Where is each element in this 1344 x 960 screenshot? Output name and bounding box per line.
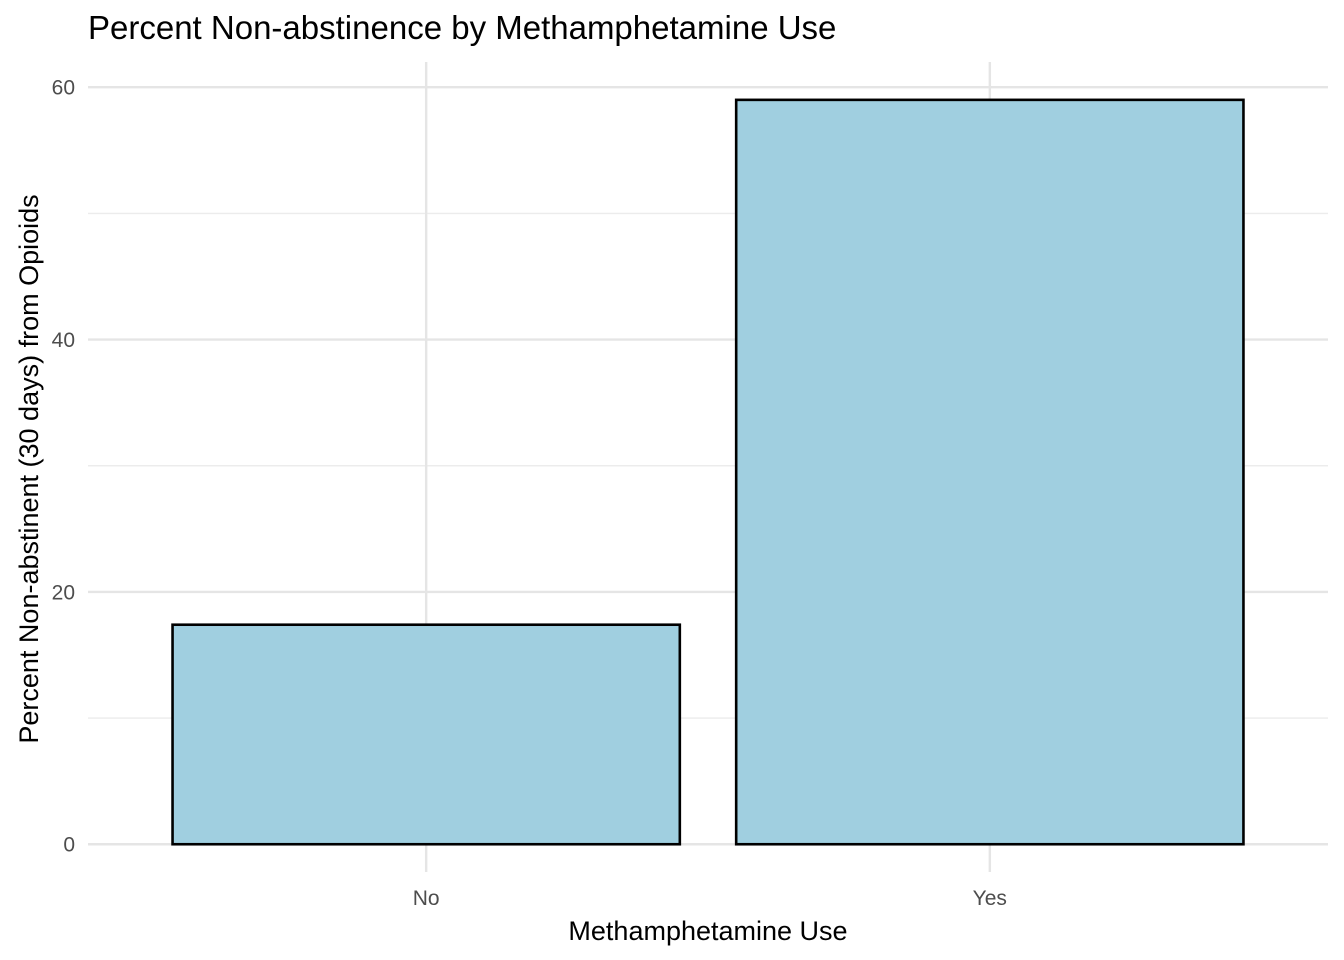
y-tick-label: 20: [52, 581, 75, 604]
bars: [171, 98, 1245, 846]
chart-title: Percent Non-abstinence by Methamphetamin…: [88, 9, 836, 46]
bar-yes: [734, 98, 1245, 846]
x-axis-title: Methamphetamine Use: [568, 916, 847, 946]
y-tick-label: 0: [63, 834, 75, 857]
x-tick-label: Yes: [973, 887, 1007, 910]
y-tick-label: 40: [52, 329, 75, 352]
y-tick-label: 60: [52, 77, 75, 100]
y-axis-ticks: 0 20 40 60: [52, 77, 75, 857]
x-axis-ticks: No Yes: [413, 887, 1007, 910]
bar-no: [171, 623, 682, 846]
y-axis-title: Percent Non-abstinent (30 days) from Opi…: [14, 194, 44, 743]
x-tick-label: No: [413, 887, 440, 910]
